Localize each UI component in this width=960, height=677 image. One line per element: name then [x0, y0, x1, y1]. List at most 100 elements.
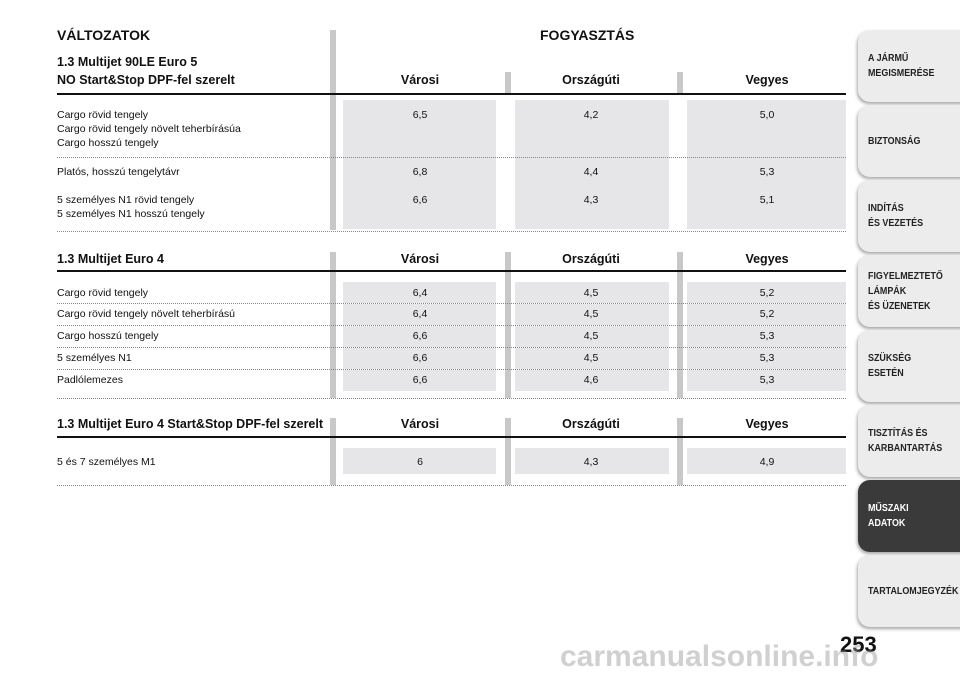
value: 5,2 [759, 287, 775, 299]
tab-label: SZÜKSÉG [868, 352, 912, 364]
row-label: 5 személyes N1 hosszú tengely [57, 208, 205, 220]
value-cell [515, 448, 669, 474]
row-separator [57, 231, 846, 232]
row-separator [57, 369, 846, 370]
value: 5,3 [759, 374, 775, 386]
value: 6,6 [412, 352, 428, 364]
value-cell [515, 282, 669, 303]
value-cell [687, 348, 846, 369]
row-label: Cargo rövid tengely [57, 109, 149, 121]
value: 6 [417, 456, 423, 468]
value: 5,0 [759, 109, 775, 121]
section-title: 1.3 Multijet Euro 4 Start&Stop DPF-fel s… [57, 417, 324, 431]
column-header: Országúti [562, 417, 620, 431]
value: 4,3 [583, 456, 599, 468]
tab-label: A JÁRMŰ [868, 52, 909, 64]
value: 6,4 [412, 287, 428, 299]
value-cell [687, 282, 846, 303]
value: 5,3 [759, 330, 775, 342]
row-label: Cargo rövid tengely növelt teherbírásúa [57, 123, 241, 135]
column-header: Városi [400, 417, 440, 431]
tab-label: BIZTONSÁG [868, 134, 921, 147]
tab-label: MEGISMERÉSE [868, 67, 935, 79]
section-title: NO Start&Stop DPF-fel szerelt [57, 73, 235, 87]
value: 4,9 [759, 456, 775, 468]
row-separator [57, 485, 846, 486]
value-cell [687, 326, 846, 347]
section-rule [57, 436, 846, 438]
value-cell [343, 348, 496, 369]
row-separator [57, 347, 846, 348]
sidebar-tab[interactable] [858, 555, 960, 627]
sidebar-tab[interactable] [858, 30, 960, 102]
value: 6,5 [412, 109, 428, 121]
row-label: Cargo hosszú tengely [57, 137, 159, 149]
column-divider [330, 30, 336, 230]
value-cell [515, 348, 669, 369]
value: 5,1 [759, 194, 775, 206]
value: 5,3 [759, 352, 775, 364]
sidebar-tab[interactable] [858, 105, 960, 177]
value-cell [687, 448, 846, 474]
value: 4,4 [583, 166, 599, 178]
row-separator [57, 325, 846, 326]
tab-label: FIGYELMEZTETŐ [868, 269, 943, 282]
row-label: Cargo rövid tengely növelt teherbírású [57, 308, 236, 320]
column-header: Vegyes [745, 417, 789, 431]
watermark: carmanualsonline.info [560, 640, 879, 673]
sidebar-tab[interactable] [858, 330, 960, 402]
value-cell [687, 304, 846, 325]
column-header: Városi [400, 252, 440, 266]
header-right: FOGYASZTÁS [540, 27, 635, 43]
section-rule [57, 93, 846, 95]
column-header: Országúti [562, 252, 620, 266]
sidebar-tab[interactable] [858, 480, 960, 552]
value-cell [515, 100, 669, 229]
value-cell [687, 100, 846, 229]
value: 6,6 [412, 194, 428, 206]
sidebar-tab[interactable] [858, 405, 960, 477]
column-header: Városi [400, 73, 440, 87]
section-title: 1.3 Multijet 90LE Euro 5 [57, 55, 198, 69]
row-label: Padlólemezes [57, 374, 123, 386]
row-label: 5 személyes N1 [57, 352, 132, 364]
page-number: 253 [840, 632, 877, 657]
value: 6,6 [412, 330, 428, 342]
column-divider [505, 418, 511, 485]
value: 4,5 [583, 287, 599, 299]
value: 4,5 [583, 330, 599, 342]
value-cell [343, 448, 496, 474]
tab-label: TISZTÍTÁS ÉS [868, 427, 928, 439]
value: 4,6 [583, 374, 599, 386]
value: 4,5 [583, 352, 599, 364]
value: 5,3 [759, 166, 775, 178]
tab-label: ADATOK [868, 517, 906, 529]
column-header: Országúti [562, 73, 620, 87]
tab-label: ÉS ÜZENETEK [868, 299, 931, 312]
row-label: Cargo hosszú tengely [57, 330, 159, 342]
column-divider [677, 418, 683, 485]
column-divider [677, 72, 683, 93]
tab-label: KARBANTARTÁS [868, 442, 943, 454]
value-cell [343, 370, 496, 391]
sidebar-tab[interactable] [858, 255, 960, 327]
row-separator [57, 303, 846, 304]
sidebar-tab[interactable] [858, 180, 960, 252]
value: 4,5 [583, 308, 599, 320]
value-cell [343, 304, 496, 325]
column-divider [505, 72, 511, 93]
tab-label: TARTALOMJEGYZÉK [868, 584, 959, 597]
tab-label: ESETÉN [868, 367, 904, 379]
value: 6,4 [412, 308, 428, 320]
value-cell [343, 100, 496, 229]
value: 5,2 [759, 308, 775, 320]
value-cell [343, 326, 496, 347]
column-header: Vegyes [745, 252, 789, 266]
tab-label: LÁMPÁK [868, 284, 907, 297]
value-cell [515, 326, 669, 347]
row-label: 5 és 7 személyes M1 [57, 456, 156, 468]
row-label: Cargo rövid tengely [57, 287, 149, 299]
value: 6,6 [412, 374, 428, 386]
value-cell [515, 370, 669, 391]
